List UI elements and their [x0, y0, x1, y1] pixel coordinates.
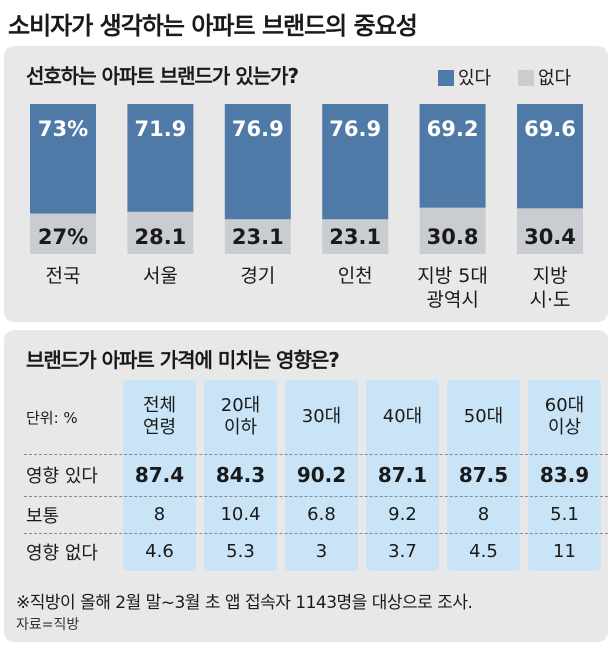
cell-0-3: 87.1: [377, 463, 428, 487]
bar-have-1: [127, 104, 194, 212]
cell-2-4: 4.5: [469, 541, 498, 562]
legend-label-none: 없다: [538, 68, 572, 89]
category-label-5-line-1: 시·도: [530, 289, 571, 311]
row-label-2: 영향 없다: [26, 543, 98, 564]
category-label-4-line-1: 광역시: [426, 289, 478, 311]
cell-1-4: 8: [477, 503, 490, 525]
category-label-0: 전국: [46, 265, 81, 287]
column-header-5: 60대 이상: [544, 395, 585, 438]
cell-0-5: 83.9: [539, 463, 590, 487]
legend-have: 있다: [438, 64, 491, 90]
source-credit: 자료=직방: [16, 617, 80, 633]
bar-label-none-2: 23.1: [232, 225, 284, 249]
cell-1-3: 9.2: [388, 503, 417, 525]
bar-label-none-1: 28.1: [134, 225, 186, 249]
cell-2-0: 4.6: [145, 541, 174, 562]
row-label-1: 보통: [26, 505, 60, 527]
cell-0-2: 90.2: [296, 463, 347, 487]
category-label-1: 서울: [143, 265, 178, 287]
bar-label-have-5: 69.6: [524, 117, 576, 141]
cell-0-4: 87.5: [458, 463, 509, 487]
cell-1-2: 6.8: [307, 503, 336, 525]
main-title: 소비자가 생각하는 아파트 브랜드의 중요성: [8, 12, 418, 40]
row-divider-0: [24, 454, 608, 455]
legend-swatch-have: [438, 70, 454, 86]
column-bg-4: [447, 380, 520, 571]
bar-none-2: [224, 219, 291, 254]
cell-2-3: 3.7: [388, 541, 417, 562]
column-header-1: 20대 이하: [220, 395, 261, 438]
category-label-3: 인천: [338, 265, 373, 287]
legend-swatch-none: [518, 70, 534, 86]
bar-none-0: [30, 213, 96, 254]
bar-label-have-0: 73%: [38, 117, 88, 141]
bar-have-5: [517, 104, 583, 209]
cell-1-0: 8: [153, 503, 166, 525]
bar-have-4: [419, 104, 486, 208]
bar-label-have-1: 71.9: [134, 117, 186, 141]
table-title: 브랜드가 아파트 가격에 미치는 영향은?: [26, 348, 340, 372]
legend-label-have: 있다: [458, 68, 492, 89]
category-label-5-line-0: 지방: [533, 265, 568, 287]
column-bg-1: [204, 380, 277, 571]
column-bg-3: [366, 380, 439, 571]
table-panel: 브랜드가 아파트 가격에 미치는 영향은? 전체 연령 20대 이하 30대 40대 5…: [4, 330, 608, 642]
bar-have-0: [30, 104, 96, 214]
column-header-3: 40대: [382, 406, 423, 427]
bar-label-none-0: 27%: [38, 225, 88, 249]
cell-2-5: 11: [553, 541, 576, 562]
cell-1-5: 5.1: [550, 503, 579, 525]
cell-2-1: 5.3: [226, 541, 255, 562]
bar-label-none-4: 30.8: [427, 225, 479, 249]
bar-label-have-4: 69.2: [427, 117, 479, 141]
bar-none-5: [517, 208, 583, 254]
bar-none-4: [419, 207, 486, 254]
column-header-4: 50대: [463, 406, 504, 427]
column-header-2: 30대: [301, 406, 342, 427]
stacked-bar-chart: 73% 27% 전국 71.9 28.1 서울 76.9 23.1 경기 76.9 23.1 인천 69…: [30, 104, 583, 311]
column-bg-2: [285, 380, 358, 571]
cell-2-2: 3: [315, 541, 328, 562]
unit-label: 단위: %: [26, 408, 78, 427]
column-header-0: 전체 연령: [142, 395, 177, 438]
row-divider-1: [24, 496, 608, 497]
row-divider-2: [24, 533, 608, 534]
cell-0-1: 84.3: [215, 463, 266, 487]
column-bg-0: [123, 380, 196, 571]
bar-have-3: [322, 104, 389, 220]
bar-label-have-2: 76.9: [232, 117, 284, 141]
category-label-2: 경기: [240, 265, 275, 287]
column-bg-5: [528, 380, 601, 571]
bar-chart-title: 선호하는 아파트 브랜드가 있는가?: [26, 64, 299, 88]
legend-none: 없다: [518, 64, 571, 90]
category-label-4-line-0: 지방 5대: [417, 265, 488, 287]
bar-chart-panel: 선호하는 아파트 브랜드가 있는가? 있다 없다 73% 27% 전국 71.9 28.…: [4, 46, 608, 322]
bar-have-2: [224, 104, 291, 220]
cell-1-1: 10.4: [220, 503, 261, 525]
cell-0-0: 87.4: [134, 463, 185, 487]
row-label-0: 영향 있다: [26, 466, 98, 487]
bar-none-3: [322, 219, 389, 254]
bar-none-1: [127, 211, 194, 254]
bar-label-none-3: 23.1: [329, 225, 381, 249]
bar-label-none-5: 30.4: [524, 225, 576, 249]
bar-label-have-3: 76.9: [329, 117, 381, 141]
survey-note: ※직방이 올해 2월 말~3월 초 앱 접속자 1143명을 대상으로 조사.: [16, 593, 473, 613]
